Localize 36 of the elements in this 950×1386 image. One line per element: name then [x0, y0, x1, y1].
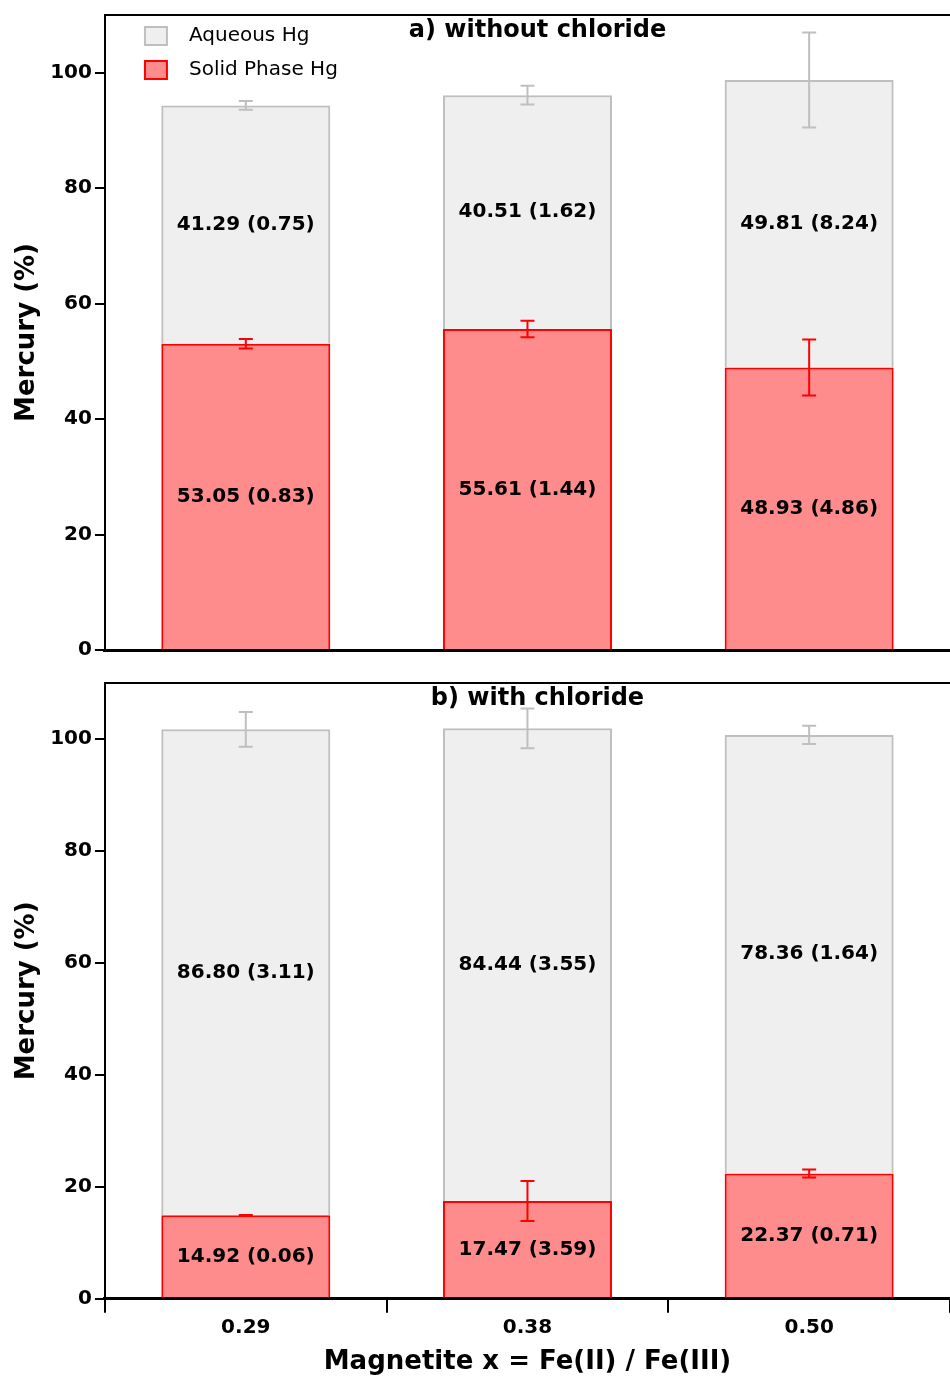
x-tick-label: 0.38: [502, 1314, 553, 1338]
chart-title: a) without chloride: [408, 15, 667, 44]
bar: [724, 1173, 894, 1298]
y-tick-label: 60: [64, 949, 92, 974]
y-tick-label: 40: [64, 1061, 92, 1086]
data-label: 48.93 (4.86): [740, 494, 879, 519]
chart-title: b) with chloride: [430, 683, 645, 712]
y-tick-label: 0: [78, 636, 92, 661]
y-tick-label: 80: [64, 837, 92, 862]
data-label: 86.80 (3.11): [176, 958, 315, 983]
data-label: 49.81 (8.24): [740, 209, 879, 234]
y-axis-title: Mercury (%): [10, 243, 41, 422]
x-tick-label: 0.50: [784, 1314, 834, 1338]
data-label: 14.92 (0.06): [176, 1243, 315, 1268]
y-tick-label: 80: [64, 174, 92, 199]
y-axis-title: Mercury (%): [10, 901, 41, 1081]
y-tick-label: 0: [78, 1285, 92, 1309]
data-label: 53.05 (0.83): [176, 483, 315, 508]
data-label: 55.61 (1.44): [458, 475, 597, 500]
data-label: 41.29 (0.75): [176, 210, 315, 235]
data-label: 40.51 (1.62): [458, 198, 597, 223]
y-tick-label: 40: [64, 405, 92, 430]
y-tick-label: 100: [50, 725, 92, 750]
data-label: 22.37 (0.71): [740, 1222, 879, 1247]
y-tick-label: 100: [50, 58, 92, 83]
y-tick-label: 20: [64, 1173, 92, 1198]
data-label: 78.36 (1.64): [740, 940, 879, 965]
y-tick-label: 20: [64, 520, 92, 545]
bar: [161, 1215, 331, 1298]
x-axis-title: Magnetite x = Fe(II) / Fe(III): [323, 1345, 732, 1376]
legend-label: Solid Phase Hg: [188, 56, 338, 81]
x-tick-label: 0.29: [221, 1314, 271, 1338]
data-label: 84.44 (3.55): [458, 950, 597, 975]
data-label: 17.47 (3.59): [458, 1236, 597, 1261]
legend-label: Aqueous Hg: [188, 22, 310, 47]
y-tick-label: 60: [64, 289, 92, 314]
